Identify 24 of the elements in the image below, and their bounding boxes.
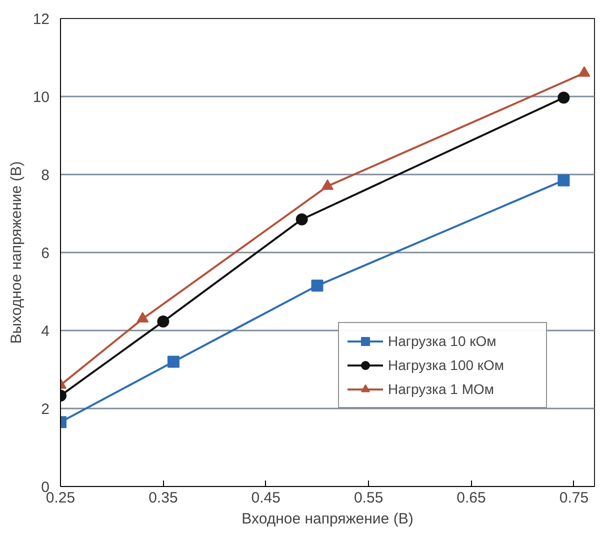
point: [578, 66, 590, 77]
y-axis-title: Выходное напряжение (В): [8, 161, 25, 344]
x-tick-label: 0.45: [251, 490, 280, 506]
point: [296, 213, 308, 226]
legend-label: Нагрузка 1 МОм: [388, 381, 496, 397]
point: [157, 316, 170, 328]
point: [322, 179, 334, 190]
x-tick-label: 0.75: [559, 490, 589, 506]
y-tick-label: 6: [41, 245, 50, 262]
point: [167, 356, 180, 368]
y-tick-label: 12: [32, 11, 50, 28]
y-tick-label: 8: [41, 167, 50, 184]
x-tick-label: 0.55: [354, 490, 384, 506]
y-tick-label: 4: [41, 323, 50, 340]
x-axis-title: Входное напряжение (В): [242, 510, 414, 528]
y-tick-label: 10: [32, 89, 50, 106]
legend-label: Нагрузка 10 кОм: [388, 333, 498, 349]
x-tick-label: 0.35: [148, 490, 178, 506]
legend-label: Нагрузка 100 кОм: [388, 357, 506, 373]
y-tick-label: 2: [41, 401, 50, 418]
point: [311, 280, 324, 292]
point: [558, 174, 570, 186]
point: [558, 92, 570, 104]
x-tick-label: 0.65: [456, 490, 486, 506]
